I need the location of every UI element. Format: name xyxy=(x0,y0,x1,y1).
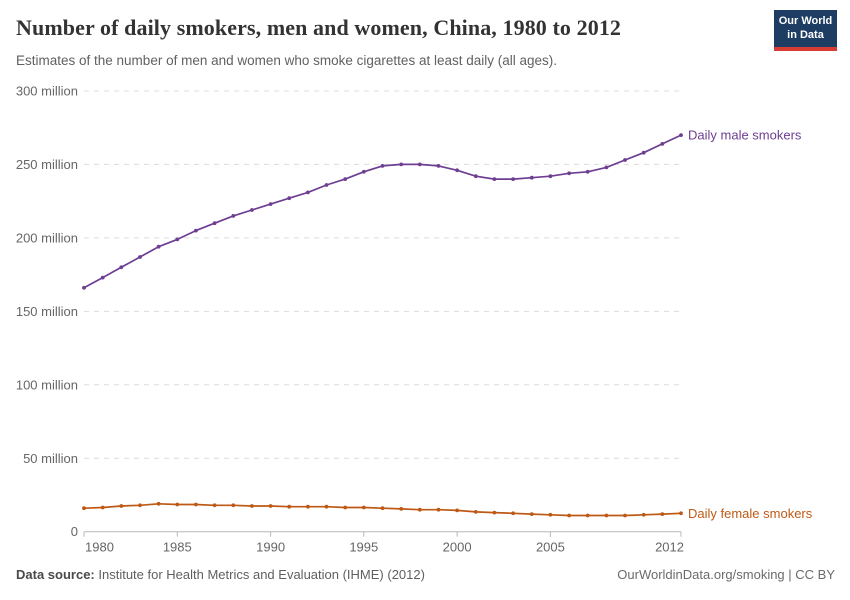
data-point-series-0 xyxy=(604,165,609,170)
y-axis-tick-label: 200 million xyxy=(16,230,78,245)
data-point-series-1 xyxy=(82,506,86,511)
data-point-series-1 xyxy=(511,511,515,516)
data-point-series-1 xyxy=(231,503,236,508)
data-point-series-0 xyxy=(82,285,86,290)
data-point-series-1 xyxy=(268,504,273,508)
data-point-series-1 xyxy=(361,505,366,510)
data-point-series-0 xyxy=(268,202,273,207)
data-point-series-1 xyxy=(250,504,254,508)
chart-subtitle: Estimates of the number of men and women… xyxy=(16,53,558,68)
owid-logo[interactable]: Our World in Data xyxy=(774,10,837,51)
data-point-series-0 xyxy=(679,133,683,138)
data-point-series-0 xyxy=(287,196,292,201)
y-axis-tick-label: 150 million xyxy=(16,304,78,319)
data-point-series-1 xyxy=(212,503,217,508)
data-point-series-0 xyxy=(511,177,515,182)
data-point-series-1 xyxy=(492,510,497,515)
chart-title: Number of daily smokers, men and women, … xyxy=(16,15,622,40)
data-point-series-0 xyxy=(623,158,627,162)
data-point-series-0 xyxy=(324,183,329,187)
series-end-label-1: Daily female smokers xyxy=(688,506,813,521)
data-point-series-0 xyxy=(212,221,217,226)
data-point-series-0 xyxy=(660,142,665,146)
x-axis-tick-label: 2000 xyxy=(443,540,472,555)
logo-text-line2: in Data xyxy=(787,28,824,41)
data-point-series-1 xyxy=(175,502,180,507)
data-point-series-1 xyxy=(473,510,478,514)
data-point-series-1 xyxy=(306,504,310,509)
data-point-series-1 xyxy=(119,504,124,508)
data-source-value: Institute for Health Metrics and Evaluat… xyxy=(94,567,425,582)
data-point-series-0 xyxy=(156,244,161,249)
data-source-note: Data source: Institute for Health Metric… xyxy=(16,567,425,582)
data-point-series-0 xyxy=(231,214,236,218)
data-point-series-1 xyxy=(567,513,571,518)
data-point-series-1 xyxy=(417,507,422,512)
data-point-series-1 xyxy=(380,506,385,511)
data-point-series-0 xyxy=(567,171,571,176)
data-point-series-0 xyxy=(641,150,646,155)
y-axis-tick-label: 50 million xyxy=(23,451,78,466)
data-point-series-0 xyxy=(119,265,124,270)
data-point-series-0 xyxy=(361,169,366,174)
y-axis-tick-label: 300 million xyxy=(16,84,78,99)
x-axis-tick-label: 1990 xyxy=(256,540,285,555)
x-axis-tick-label: 1985 xyxy=(163,540,192,555)
data-point-series-1 xyxy=(156,501,161,506)
data-point-series-0 xyxy=(473,174,478,179)
data-point-series-1 xyxy=(585,513,590,518)
data-point-series-1 xyxy=(604,513,609,518)
x-axis-tick-label: 1995 xyxy=(349,540,378,555)
y-axis-tick-label: 0 xyxy=(71,524,78,539)
data-point-series-0 xyxy=(455,168,459,173)
data-point-series-1 xyxy=(455,508,459,513)
data-point-series-0 xyxy=(436,164,441,168)
license-link[interactable]: OurWorldinData.org/smoking | CC BY xyxy=(617,567,835,582)
data-point-series-0 xyxy=(399,162,404,167)
data-point-series-0 xyxy=(492,177,497,182)
data-point-series-0 xyxy=(417,162,422,167)
data-point-series-0 xyxy=(175,237,180,242)
data-point-series-0 xyxy=(380,164,385,168)
data-point-series-1 xyxy=(660,512,665,516)
data-point-series-0 xyxy=(548,174,553,179)
data-point-series-0 xyxy=(138,255,142,259)
data-point-series-0 xyxy=(194,228,198,233)
data-point-series-0 xyxy=(585,169,590,174)
data-point-series-1 xyxy=(100,505,105,510)
data-point-series-1 xyxy=(287,504,292,509)
y-axis-tick-label: 100 million xyxy=(16,377,78,392)
series-end-label-0: Daily male smokers xyxy=(688,128,802,143)
x-axis-tick-label: 1980 xyxy=(85,540,114,555)
data-point-series-1 xyxy=(529,512,534,516)
logo-text-line1: Our World xyxy=(778,15,833,28)
data-point-series-1 xyxy=(623,513,627,518)
data-point-series-1 xyxy=(399,507,404,511)
data-point-series-1 xyxy=(641,512,646,517)
data-point-series-1 xyxy=(343,505,348,510)
data-point-series-1 xyxy=(138,503,142,508)
data-source-label: Data source: xyxy=(16,567,95,582)
data-point-series-0 xyxy=(250,208,254,212)
x-axis-tick-label: 2005 xyxy=(536,540,565,555)
data-point-series-1 xyxy=(194,502,198,507)
data-point-series-0 xyxy=(343,177,348,182)
data-point-series-1 xyxy=(548,512,553,517)
data-point-series-1 xyxy=(436,507,441,512)
data-point-series-0 xyxy=(529,175,534,180)
data-point-series-0 xyxy=(100,275,105,280)
data-point-series-1 xyxy=(324,504,329,509)
y-axis-tick-label: 250 million xyxy=(16,157,78,172)
data-point-series-0 xyxy=(306,190,310,195)
x-axis-tick-label: 2012 xyxy=(655,540,684,555)
data-point-series-1 xyxy=(679,511,683,516)
series-line-0 xyxy=(83,134,682,289)
